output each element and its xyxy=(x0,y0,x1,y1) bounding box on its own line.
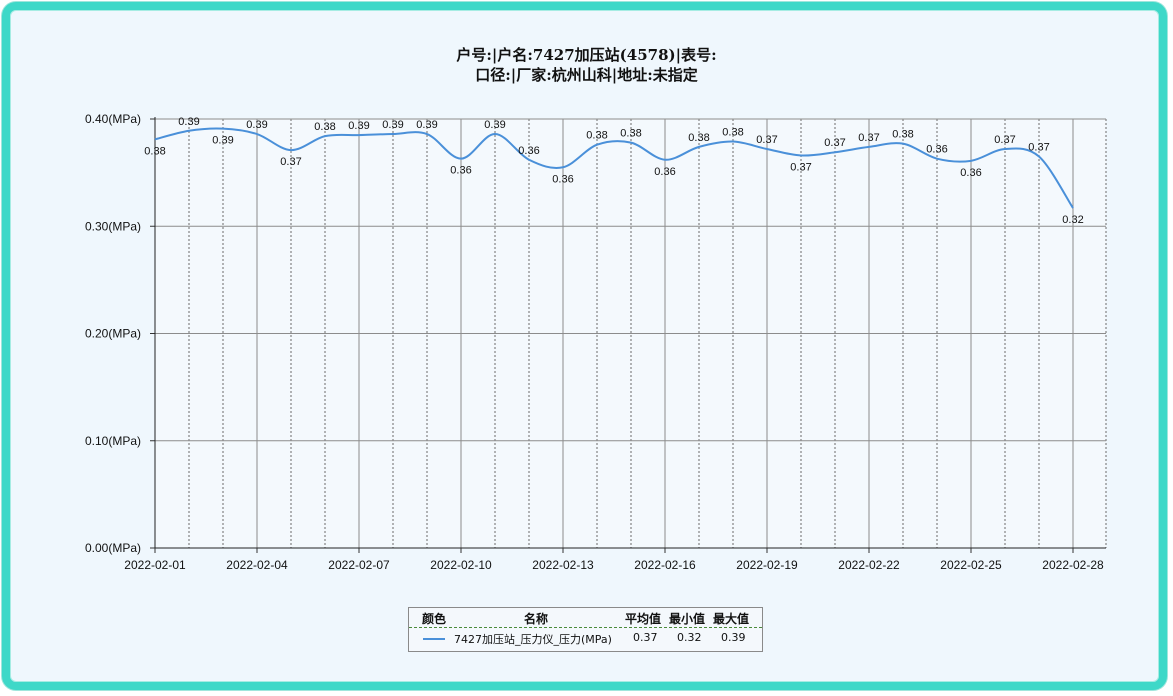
data-label: 0.37 xyxy=(280,156,301,168)
series-line xyxy=(154,127,1074,209)
data-label: 0.39 xyxy=(178,116,199,128)
data-label: 0.37 xyxy=(1028,142,1049,154)
data-label: 0.36 xyxy=(654,166,675,178)
data-label: 0.39 xyxy=(484,119,505,131)
data-label: 0.36 xyxy=(518,145,539,157)
data-label: 0.36 xyxy=(960,167,981,179)
legend-series-name: 7427加压站_压力仪_压力(MPa) xyxy=(454,633,612,646)
data-label: 0.39 xyxy=(382,119,403,131)
x-tick-label: 2022-02-16 xyxy=(634,558,696,572)
data-label: 0.36 xyxy=(926,144,947,156)
data-label: 0.38 xyxy=(314,121,335,133)
legend-header-color: 颜色 xyxy=(422,612,447,626)
legend-series-min: 0.32 xyxy=(677,631,702,644)
data-label: 0.39 xyxy=(246,119,267,131)
legend-series-avg: 0.37 xyxy=(633,631,658,644)
data-label: 0.39 xyxy=(348,120,369,132)
chart-title-line-2: 口径:|厂家:杭州山科|地址:未指定 xyxy=(475,66,698,84)
legend-row: 7427加压站_压力仪_压力(MPa) 0.37 0.32 0.39 xyxy=(409,631,762,647)
data-label: 0.38 xyxy=(144,145,165,157)
data-label: 0.36 xyxy=(450,165,471,177)
data-label: 0.36 xyxy=(552,173,573,185)
y-tick-label: 0.00(MPa) xyxy=(85,541,141,555)
data-label: 0.37 xyxy=(790,161,811,173)
legend-header-max: 最大值 xyxy=(713,612,750,626)
x-tick-label: 2022-02-10 xyxy=(430,558,492,572)
x-tick-label: 2022-02-01 xyxy=(124,558,186,572)
legend-table: 颜色 名称 平均值 最小值 最大值 7427加压站_压力仪_压力(MPa) 0.… xyxy=(408,607,763,652)
x-tick-label: 2022-02-19 xyxy=(736,558,798,572)
data-label: 0.32 xyxy=(1062,214,1083,226)
chart-title-line-1: 户号:|户名:7427加压站(4578)|表号: xyxy=(456,46,717,64)
data-label: 0.38 xyxy=(586,130,607,142)
data-label: 0.37 xyxy=(858,132,879,144)
legend-header-name: 名称 xyxy=(524,612,549,626)
legend-header-avg: 平均值 xyxy=(625,612,662,626)
data-label: 0.39 xyxy=(416,119,437,131)
x-tick-label: 2022-02-13 xyxy=(532,558,594,572)
y-tick-label: 0.10(MPa) xyxy=(85,434,141,448)
x-tick-label: 2022-02-28 xyxy=(1042,558,1104,572)
x-tick-label: 2022-02-22 xyxy=(838,558,900,572)
data-label: 0.37 xyxy=(824,137,845,149)
legend-header-min: 最小值 xyxy=(669,612,706,626)
y-tick-label: 0.30(MPa) xyxy=(85,219,141,233)
data-label: 0.37 xyxy=(994,134,1015,146)
legend-series-swatch xyxy=(423,638,445,640)
data-label: 0.39 xyxy=(212,135,233,147)
data-label: 0.38 xyxy=(892,129,913,141)
x-tick-label: 2022-02-04 xyxy=(226,558,288,572)
data-label: 0.38 xyxy=(620,128,641,140)
legend-series-max: 0.39 xyxy=(721,631,746,644)
x-tick-label: 2022-02-07 xyxy=(328,558,390,572)
data-label: 0.38 xyxy=(688,132,709,144)
legend-header: 颜色 名称 平均值 最小值 最大值 xyxy=(409,610,762,628)
x-tick-label: 2022-02-25 xyxy=(940,558,1002,572)
y-tick-label: 0.40(MPa) xyxy=(85,112,141,126)
data-label: 0.38 xyxy=(722,127,743,139)
y-tick-label: 0.20(MPa) xyxy=(85,327,141,341)
data-label: 0.37 xyxy=(756,134,777,146)
